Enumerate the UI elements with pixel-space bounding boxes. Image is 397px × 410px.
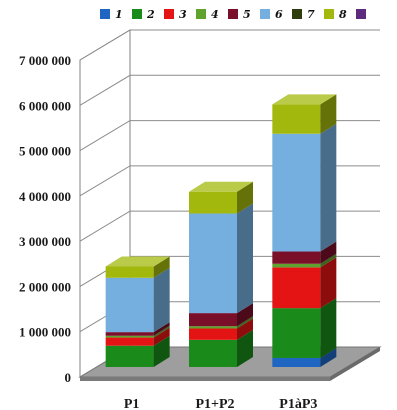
legend-item bbox=[356, 8, 371, 20]
floor-edge bbox=[80, 377, 330, 381]
bar-segment-side bbox=[320, 257, 337, 309]
x-axis-ticks: P1 P1+P2 P1àP3 bbox=[124, 397, 318, 410]
legend-swatch bbox=[132, 9, 142, 19]
y-tick-label: 4 000 000 bbox=[19, 189, 71, 204]
x-tick-label: P1 bbox=[124, 397, 140, 410]
legend-label: 1 bbox=[115, 7, 123, 21]
bar-segment-side bbox=[320, 123, 337, 252]
legend-swatch bbox=[292, 9, 302, 19]
bar-segment-side bbox=[237, 181, 253, 214]
bar-segment bbox=[189, 326, 237, 329]
gridline bbox=[79, 29, 380, 61]
bar-segment bbox=[189, 213, 237, 314]
y-tick-label: 3 000 000 bbox=[19, 234, 71, 249]
bar-segment-side bbox=[237, 303, 253, 327]
bar-segment bbox=[189, 339, 237, 367]
x-tick-label: P1àP3 bbox=[279, 397, 317, 410]
bar-segment-side bbox=[320, 253, 337, 268]
y-tick-label: 0 bbox=[65, 370, 72, 385]
bar-segment-side bbox=[237, 329, 253, 367]
chart-bars bbox=[105, 94, 337, 367]
bar-top bbox=[272, 94, 337, 105]
legend-swatch bbox=[260, 9, 270, 19]
bar-segment-side bbox=[153, 325, 170, 338]
bar-segment bbox=[272, 104, 321, 134]
legend-label: 3 bbox=[179, 7, 187, 21]
legend-label: 6 bbox=[275, 7, 283, 21]
y-tick-label: 2 000 000 bbox=[19, 279, 71, 294]
bar-segment bbox=[272, 133, 321, 252]
y-tick-label: 6 000 000 bbox=[19, 98, 71, 113]
bar-segment-side bbox=[237, 318, 253, 340]
legend-swatch bbox=[324, 9, 334, 19]
bar-segment-side bbox=[320, 298, 337, 358]
legend-swatch bbox=[228, 9, 238, 19]
y-tick-label: 7 000 000 bbox=[19, 53, 71, 68]
bar-segment bbox=[105, 337, 154, 346]
y-tick-label: 5 000 000 bbox=[19, 144, 71, 159]
bar-segment-side bbox=[153, 267, 170, 333]
bar-segment bbox=[272, 263, 321, 268]
bar-segment-side bbox=[237, 203, 253, 314]
bar-segment-side bbox=[320, 94, 337, 134]
legend-swatch bbox=[100, 9, 110, 19]
legend-item: 5 bbox=[228, 7, 251, 21]
legend-item: 2 bbox=[132, 7, 155, 21]
bar-segment bbox=[189, 191, 237, 214]
bar-segment bbox=[105, 335, 154, 338]
legend-item: 7 bbox=[292, 7, 315, 21]
legend-label: 2 bbox=[147, 7, 155, 21]
legend-label: 8 bbox=[339, 7, 347, 21]
bar-segment bbox=[105, 345, 154, 367]
bar-segment-side bbox=[153, 322, 170, 336]
legend-swatch bbox=[164, 9, 174, 19]
bar-segment-side bbox=[237, 316, 253, 329]
bar-segment bbox=[105, 277, 154, 333]
legend-item: 6 bbox=[260, 7, 283, 21]
legend-label: 5 bbox=[243, 7, 251, 21]
gridline bbox=[79, 74, 380, 106]
floor-side bbox=[330, 347, 380, 381]
legend-item: 4 bbox=[196, 7, 219, 21]
bar-top bbox=[189, 181, 253, 192]
y-tick-label: 1 000 000 bbox=[19, 325, 71, 340]
legend-item: 8 bbox=[324, 7, 347, 21]
bar-segment-side bbox=[153, 327, 170, 346]
bar-segment-side bbox=[320, 347, 337, 367]
legend-swatch bbox=[356, 9, 366, 19]
bar-segment bbox=[189, 313, 237, 327]
bar-segment bbox=[105, 266, 154, 278]
bar-segment bbox=[272, 267, 321, 309]
bar-segment bbox=[105, 332, 154, 336]
bar-top bbox=[105, 256, 170, 267]
legend-item: 1 bbox=[100, 7, 123, 21]
y-axis-ticks: 0 1 000 000 2 000 000 3 000 000 4 000 000 5 0… bbox=[19, 53, 71, 385]
legend-label: 7 bbox=[307, 7, 315, 21]
bar-segment-side bbox=[153, 256, 170, 278]
bar-segment bbox=[272, 357, 321, 367]
x-tick-label: P1+P2 bbox=[195, 397, 234, 410]
bar-segment bbox=[189, 328, 237, 340]
legend-label: 4 bbox=[211, 7, 219, 21]
bar-segment bbox=[272, 251, 321, 264]
legend-swatch bbox=[196, 9, 206, 19]
bar-segment-side bbox=[320, 241, 337, 264]
legend-item: 3 bbox=[164, 7, 187, 21]
bar-segment-side bbox=[153, 335, 170, 367]
bar-segment bbox=[272, 308, 321, 358]
